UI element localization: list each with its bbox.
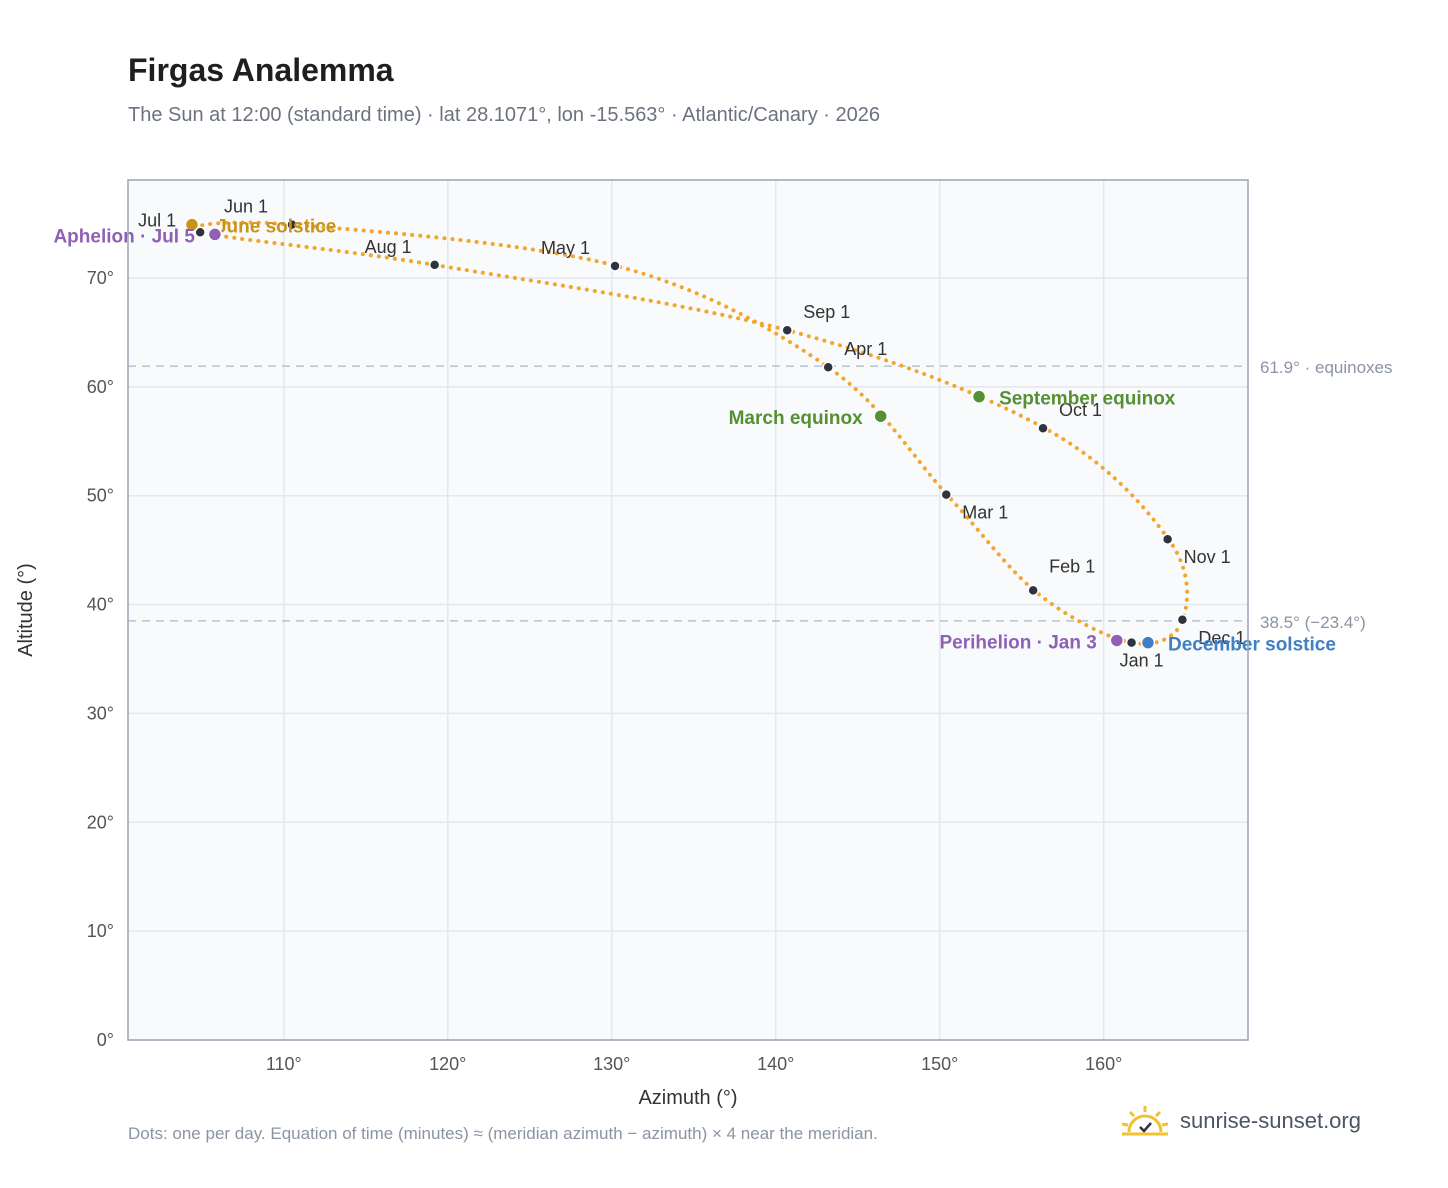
x-axis-label: Azimuth (°) [638,1087,737,1109]
month-label: May 1 [541,238,590,258]
event-label: March equinox [729,408,864,429]
month-marker [940,488,953,501]
month-marker [1037,422,1049,434]
y-axis-label: Altitude (°) [15,563,37,657]
month-label: Dec 1 [1198,628,1245,648]
y-tick-label: 40° [87,595,114,615]
month-marker [286,218,298,231]
month-marker [1176,614,1189,626]
y-tick-label: 70° [87,268,114,288]
y-tick-label: 60° [87,377,114,397]
month-label: Aug 1 [365,237,412,257]
x-tick-label: 140° [757,1054,794,1074]
month-label: Nov 1 [1184,547,1231,567]
x-tick-label: 150° [921,1054,958,1074]
reference-line-label: 61.9° · equinoxes [1260,358,1393,377]
brand[interactable]: sunrise-sunset.org [1120,1104,1361,1138]
event-marker [207,227,223,242]
plot-frame [127,179,1249,1041]
event-label: June solstice [216,217,336,238]
x-tick-label: 160° [1085,1054,1122,1074]
month-label: Apr 1 [844,339,887,359]
month-label: Mar 1 [962,503,1008,523]
month-marker [609,260,621,272]
month-label: Jun 1 [224,197,268,217]
month-marker [194,226,206,239]
event-marker [971,389,987,404]
month-marker [1161,533,1174,545]
month-marker [822,361,834,373]
event-label: December solstice [1168,635,1336,656]
month-label: Jul 1 [138,210,176,230]
reference-line-label: 38.5° (−23.4°) [1260,613,1366,632]
event-marker [1140,635,1156,650]
x-tick-label: 120° [429,1054,466,1074]
y-tick-label: 50° [87,486,114,506]
month-label: Jan 1 [1120,651,1164,671]
footnote: Dots: one per day. Equation of time (min… [128,1124,878,1143]
chart-title: Firgas Analemma [128,52,394,88]
month-label: Oct 1 [1059,400,1102,420]
event-markers: March equinox June solstice September equi… [53,217,1335,656]
month-label: Feb 1 [1049,556,1095,576]
event-label: September equinox [999,389,1176,410]
x-tick-label: 130° [593,1054,630,1074]
y-tick-label: 20° [87,812,114,832]
event-marker [184,217,200,232]
y-tick-label: 10° [87,921,114,941]
month-markers: Jan 1 Feb 1 Mar 1 Apr 1 May 1 Jun 1 Jul 1 Aug 1… [138,197,1245,671]
chart-subtitle: The Sun at 12:00 (standard time) · lat 2… [128,104,880,126]
month-marker [1027,584,1039,597]
month-marker [1125,636,1138,649]
x-tick-label: 110° [266,1054,302,1074]
month-marker [781,324,793,336]
y-tick-label: 0° [97,1030,114,1050]
month-label: Sep 1 [803,302,850,322]
event-marker [1109,633,1125,648]
y-axis-ticks: 0° 10° 20° 30° 40° 50° 60° 70° [87,268,114,1050]
brand-name: sunrise-sunset.org [1180,1108,1361,1133]
event-marker [873,408,888,424]
event-label: Perihelion · Jan 3 [939,632,1096,653]
event-label: Aphelion · Jul 5 [53,226,195,247]
plot-area [128,180,1248,1040]
reference-lines: 61.9° · equinoxes 38.5° (−23.4°) [128,358,1393,632]
sun-logo-icon [1121,1106,1169,1136]
y-tick-label: 30° [87,703,114,723]
month-marker [428,259,441,271]
x-axis-ticks: 110° 120° 130° 140° 150° 160° [266,1054,1122,1074]
